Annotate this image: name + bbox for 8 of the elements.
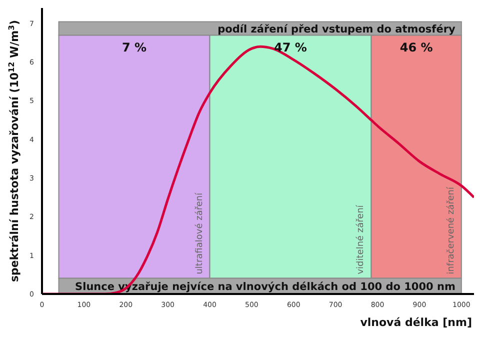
annotation: infračervené záření — [445, 186, 456, 274]
annotation: viditelné záření — [355, 204, 366, 274]
x-axis-title: vlnová délka [nm] — [360, 316, 472, 329]
band-label: 7 % — [122, 40, 147, 55]
band-label: 46 % — [400, 40, 433, 55]
annotation: ultrafialové záření — [194, 192, 205, 274]
band-label: 47 % — [274, 40, 307, 55]
title-banner: podíl záření před vstupem do atmosféry — [58, 21, 462, 36]
